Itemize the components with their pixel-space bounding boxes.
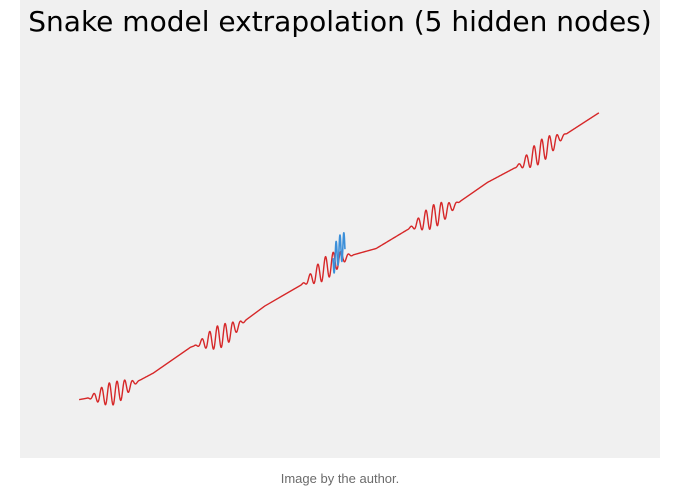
chart-plot — [78, 112, 600, 406]
series-line-training — [332, 232, 346, 274]
series-layer — [78, 112, 600, 406]
chart-figure-background — [20, 0, 660, 458]
image-caption: Image by the author. — [280, 471, 400, 486]
chart-title: Snake model extrapolation (5 hidden node… — [28, 5, 652, 38]
